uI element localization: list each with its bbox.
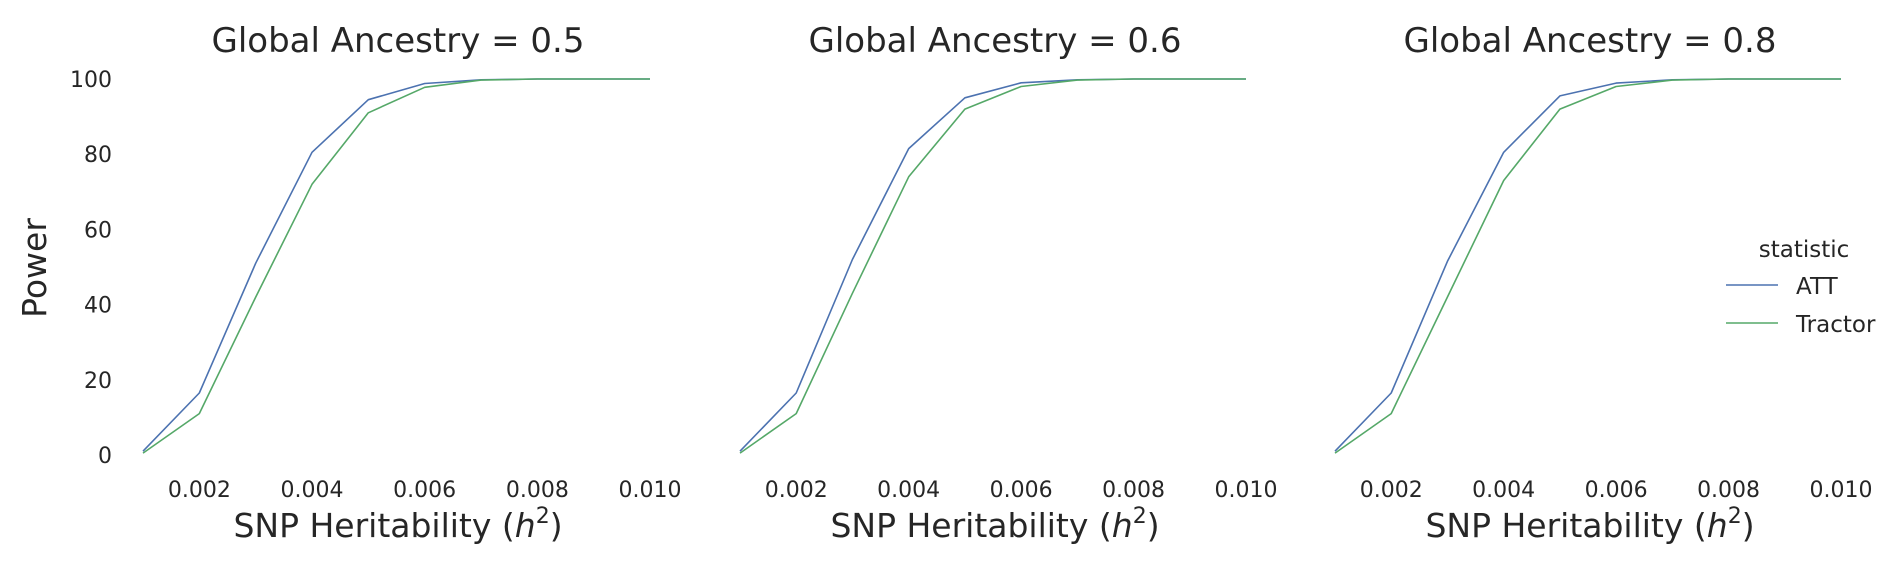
x-tick-label: 0.002 [765, 478, 828, 503]
x-tick-label: 0.002 [1360, 478, 1423, 503]
legend-label-tractor: Tractor [1795, 312, 1876, 338]
x-tick-labels: 0.002 0.004 0.006 0.008 0.010 [1360, 478, 1873, 503]
series-layer [739, 78, 1246, 454]
y-tick-label: 20 [84, 369, 112, 394]
x-tick-label: 0.008 [1697, 478, 1760, 503]
y-tick-label: 60 [84, 218, 112, 243]
legend-title: statistic [1759, 237, 1850, 263]
y-tick-label: 100 [70, 68, 112, 93]
x-tick-label: 0.006 [1585, 478, 1648, 503]
x-axis-label: SNP Heritability (h2) [830, 504, 1159, 545]
x-axis-label-text: SNP Heritability ( [233, 506, 514, 545]
x-axis-label-sup: 2 [1728, 504, 1742, 529]
series-line-att [142, 78, 650, 452]
series-line-att [1334, 78, 1841, 452]
x-axis-label-text: SNP Heritability ( [830, 506, 1111, 545]
x-axis-label-var: h [1112, 506, 1133, 545]
x-tick-labels: 0.002 0.004 0.006 0.008 0.010 [168, 478, 682, 503]
x-axis-label-sup: 2 [536, 504, 550, 529]
x-axis-label-close: ) [1742, 506, 1755, 545]
legend: statistic ATT Tractor [1726, 237, 1876, 338]
x-axis-label: SNP Heritability (h2) [1425, 504, 1754, 545]
x-tick-label: 0.004 [877, 478, 940, 503]
x-tick-label: 0.002 [168, 478, 231, 503]
x-tick-label: 0.004 [1472, 478, 1535, 503]
panel-global-ancestry-0-6: Global Ancestry = 0.6 0.002 0.004 0.006 0.0… [739, 21, 1278, 545]
panel-title: Global Ancestry = 0.8 [1403, 21, 1776, 61]
x-tick-labels: 0.002 0.004 0.006 0.008 0.010 [765, 478, 1278, 503]
panel-global-ancestry-0-8: Global Ancestry = 0.8 0.002 0.004 0.006 0.0… [1334, 21, 1873, 545]
x-tick-label: 0.010 [619, 478, 682, 503]
legend-label-att: ATT [1796, 274, 1839, 300]
panel-title: Global Ancestry = 0.5 [211, 21, 584, 61]
x-axis-label-close: ) [1147, 506, 1160, 545]
series-line-tractor [142, 78, 650, 454]
y-tick-labels: 0 20 40 60 80 100 [70, 68, 112, 469]
y-tick-label: 80 [84, 143, 112, 168]
x-axis-label-text: SNP Heritability ( [1425, 506, 1706, 545]
y-tick-label: 40 [84, 294, 112, 319]
series-line-tractor [739, 78, 1246, 454]
x-axis-label: SNP Heritability (h2) [233, 504, 562, 545]
series-layer [1334, 78, 1841, 454]
x-tick-label: 0.004 [281, 478, 344, 503]
series-line-att [739, 78, 1246, 452]
x-axis-label-close: ) [550, 506, 563, 545]
x-tick-label: 0.010 [1215, 478, 1278, 503]
y-axis-label: Power [15, 218, 54, 318]
panel-title: Global Ancestry = 0.6 [808, 21, 1181, 61]
y-tick-label: 0 [98, 444, 112, 469]
x-tick-label: 0.010 [1810, 478, 1873, 503]
series-line-tractor [1334, 78, 1841, 454]
panel-global-ancestry-0-5: Global Ancestry = 0.5 0.002 0.004 0.006 0.0… [142, 21, 682, 545]
series-layer [142, 78, 650, 454]
x-tick-label: 0.006 [990, 478, 1053, 503]
x-tick-label: 0.006 [393, 478, 456, 503]
x-tick-label: 0.008 [506, 478, 569, 503]
x-tick-label: 0.008 [1102, 478, 1165, 503]
x-axis-label-var: h [515, 506, 536, 545]
x-axis-label-var: h [1707, 506, 1728, 545]
x-axis-label-sup: 2 [1133, 504, 1147, 529]
